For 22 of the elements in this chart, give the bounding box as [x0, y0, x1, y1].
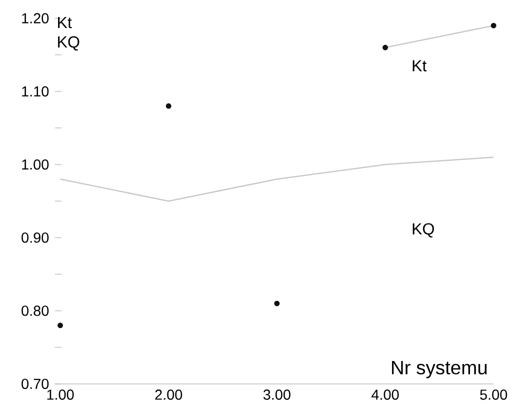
x-tick-label: 1.00 [47, 389, 74, 400]
y-tick-label: 0.80 [22, 305, 49, 316]
annotation: Kt [412, 60, 427, 72]
x-axis-title: Nr systemu [392, 360, 487, 378]
y-tick-label: 1.00 [22, 159, 49, 170]
annotation: KQ [412, 223, 434, 238]
point [382, 44, 388, 50]
annotation: Kt [58, 16, 72, 28]
point [166, 103, 172, 109]
point [274, 300, 280, 306]
annotation: KQ [58, 36, 80, 50]
y-tick-label: 1.10 [22, 86, 49, 96]
x-tick-label: 4.00 [372, 389, 399, 400]
x-tick-label: 2.00 [155, 389, 182, 400]
point [490, 22, 496, 28]
x-tick-label: 3.00 [263, 389, 290, 400]
y-tick-label: 0.70 [22, 378, 49, 389]
x-tick-label: 5.00 [480, 389, 508, 400]
y-tick-label: 0.90 [22, 232, 49, 243]
y-tick-label: 1.20 [22, 12, 49, 24]
line-series [60, 156, 494, 202]
point [58, 322, 63, 328]
